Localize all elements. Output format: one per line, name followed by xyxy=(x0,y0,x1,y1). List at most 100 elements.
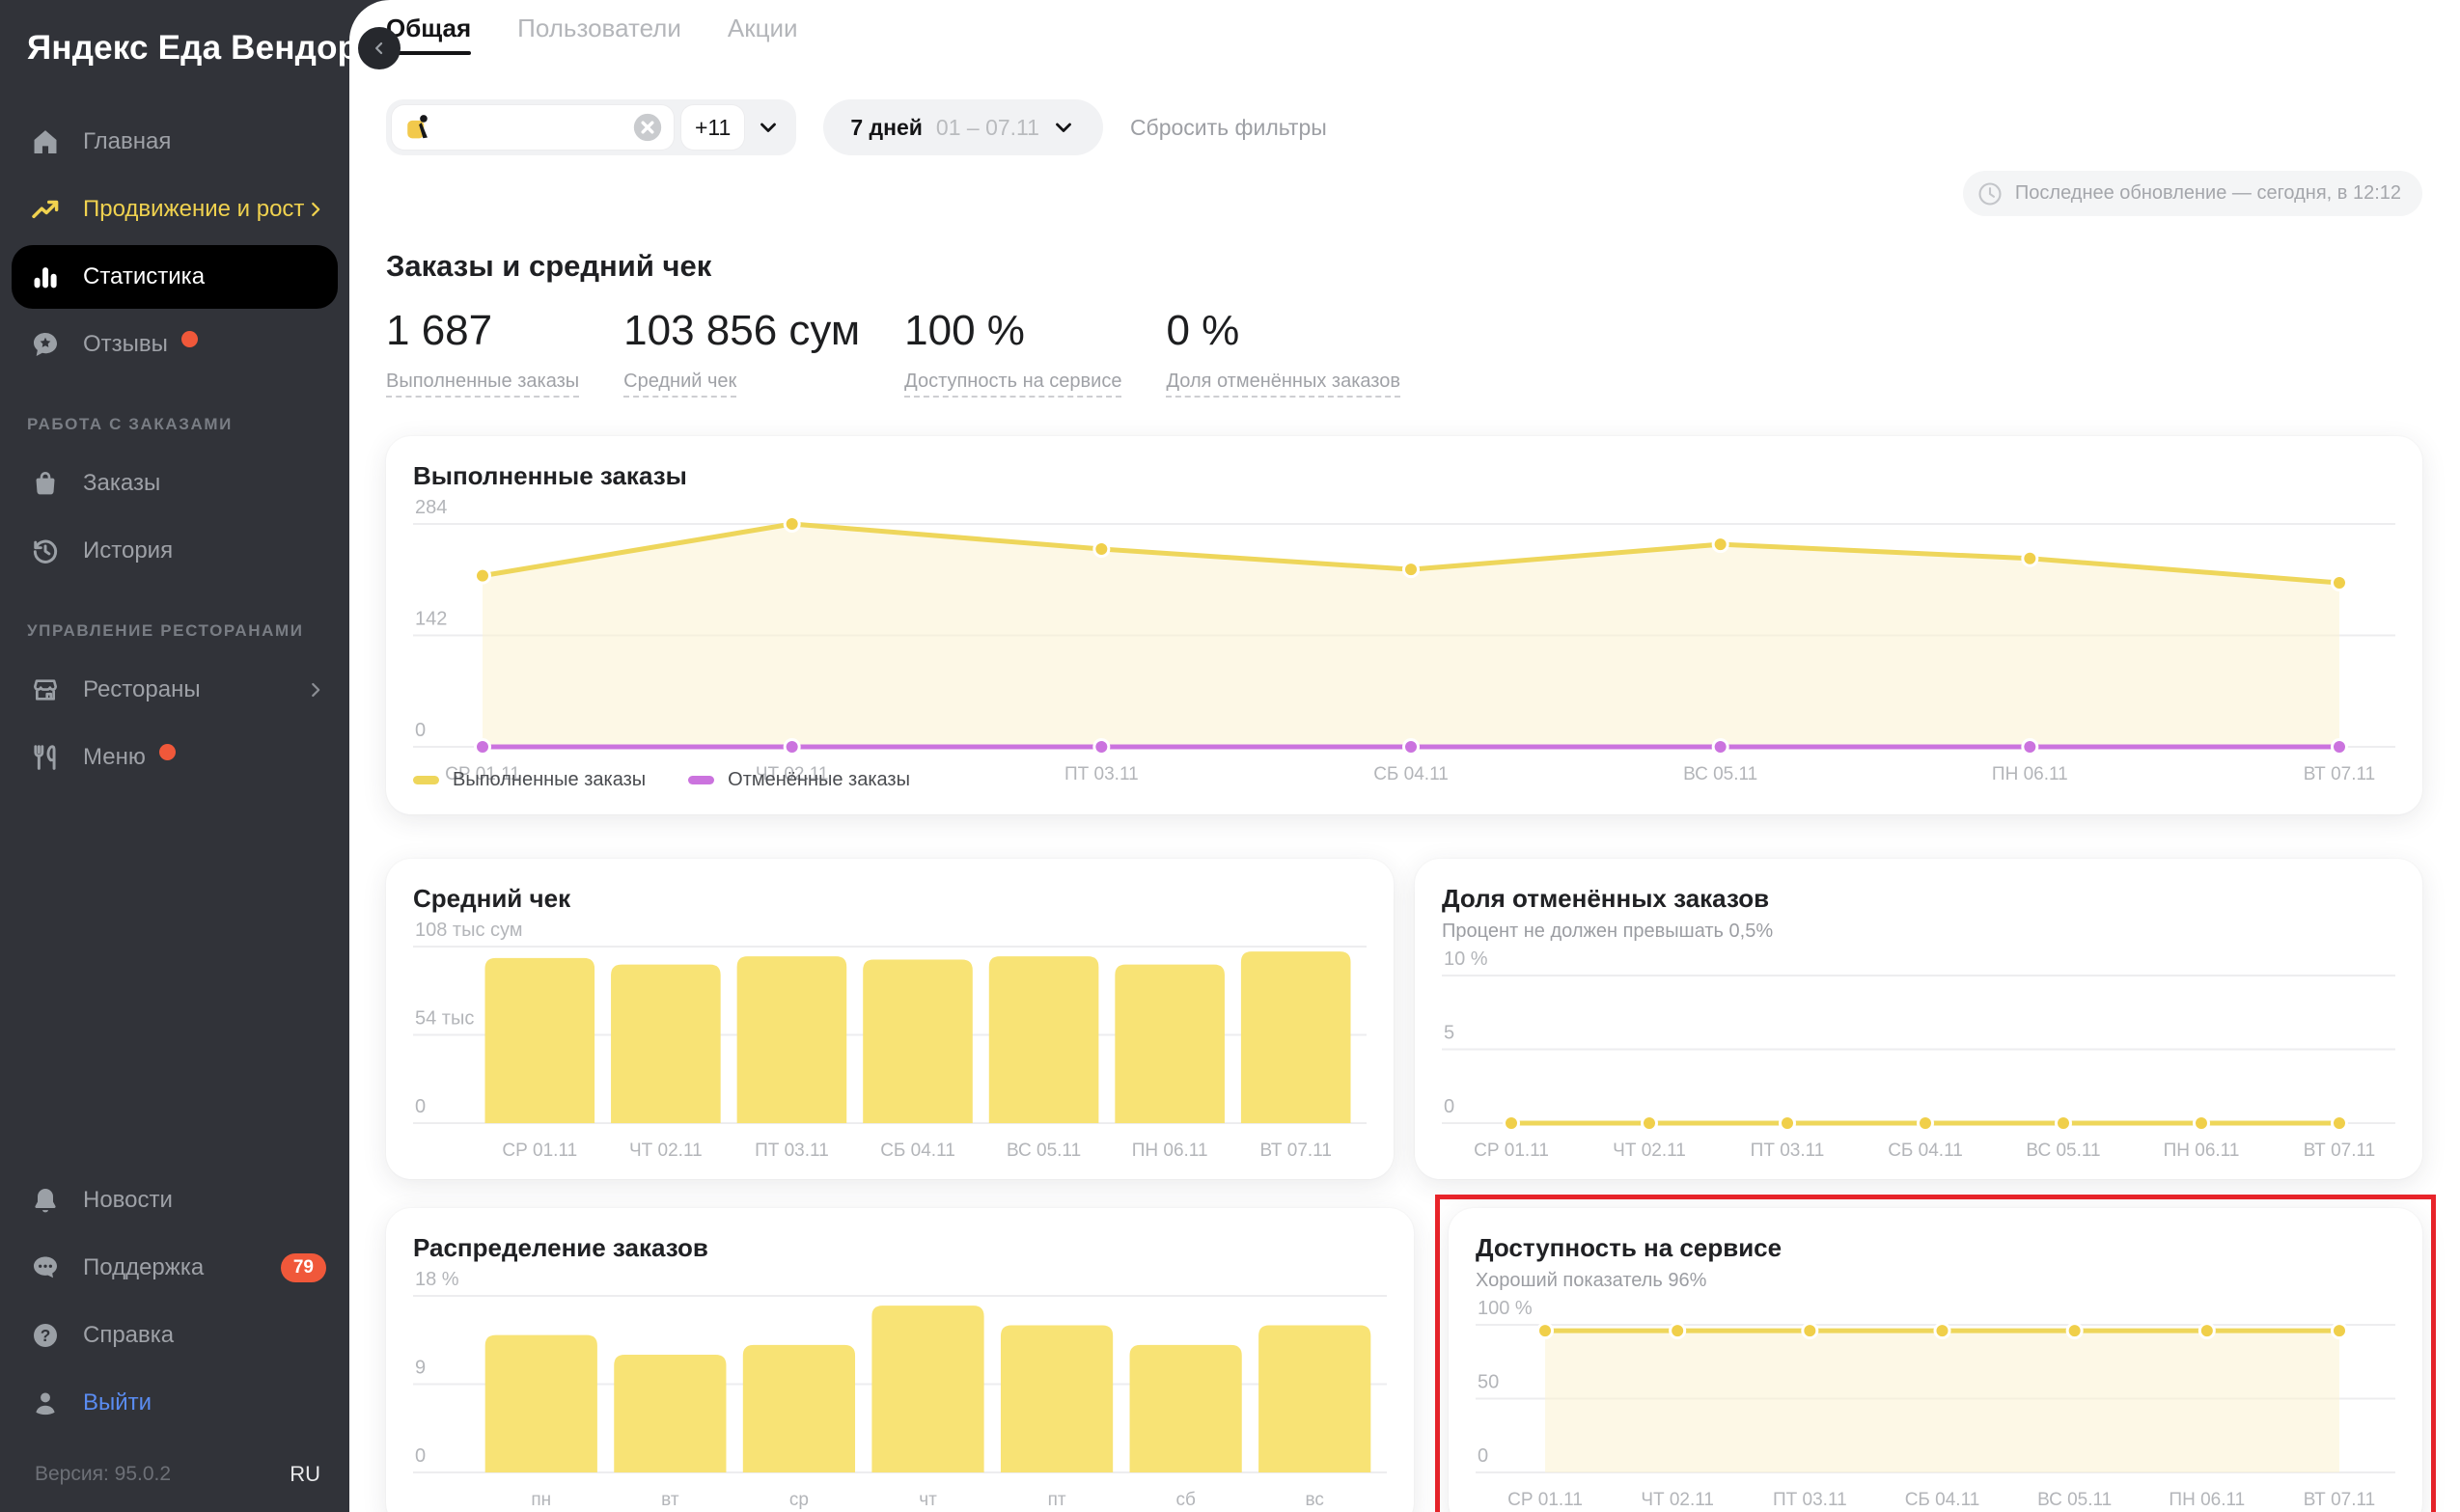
last-update-text: Последнее обновление — сегодня, в 12:12 xyxy=(2015,182,2401,205)
card-orders-distribution: Распределение заказов 18 %90пнвтсрчтптсб… xyxy=(386,1208,1414,1512)
chevron-right-icon xyxy=(305,199,326,220)
svg-text:СР 01.11: СР 01.11 xyxy=(1507,1490,1583,1510)
sidebar-item-support[interactable]: Поддержка79 xyxy=(0,1234,349,1302)
place-search-input[interactable] xyxy=(436,115,631,140)
period-filter[interactable]: 7 дней 01 – 07.11 xyxy=(823,99,1103,155)
support-count-badge: 79 xyxy=(281,1253,326,1282)
app-root: Яндекс Еда Вендор ГлавнаяПродвижение и р… xyxy=(0,0,2460,1512)
svg-text:вс: вс xyxy=(1306,1490,1324,1510)
svg-text:0: 0 xyxy=(415,1096,426,1117)
sidebar-item-trend[interactable]: Продвижение и рост xyxy=(0,176,349,243)
chart-legend: Выполненные заказыОтменённые заказы xyxy=(413,765,2395,799)
orders-icon xyxy=(29,467,62,500)
svg-text:СБ 04.11: СБ 04.11 xyxy=(1888,1141,1963,1161)
svg-text:54 тыс: 54 тыс xyxy=(415,1008,474,1030)
menu-icon xyxy=(29,741,62,774)
stat-value: 1 687 xyxy=(386,307,579,355)
sidebar-item-label: Продвижение и рост xyxy=(83,196,304,223)
card-title: Средний чек xyxy=(413,884,1367,914)
more-places-count[interactable]: +11 xyxy=(681,105,744,150)
svg-text:5: 5 xyxy=(1444,1023,1454,1044)
svg-text:ВС 05.11: ВС 05.11 xyxy=(2026,1141,2100,1161)
svg-text:108 тыс сум: 108 тыс сум xyxy=(415,920,523,941)
stat-label[interactable]: Доля отменённых заказов xyxy=(1166,371,1400,398)
legend-swatch xyxy=(413,776,439,784)
summary-stat-3: 0 %Доля отменённых заказов xyxy=(1166,307,1400,398)
svg-text:сб: сб xyxy=(1175,1490,1196,1510)
sidebar-item-user[interactable]: Выйти xyxy=(0,1369,349,1437)
sidebar-item-help[interactable]: ?Справка xyxy=(0,1302,349,1369)
sidebar-item-label: Отзывы xyxy=(83,331,168,358)
cards-row-2: Распределение заказов 18 %90пнвтсрчтптсб… xyxy=(386,1208,2422,1512)
svg-text:ВТ 07.11: ВТ 07.11 xyxy=(1259,1141,1331,1161)
stat-label[interactable]: Выполненные заказы xyxy=(386,371,579,398)
card-average-check: Средний чек 108 тыс сум 54 тыс 0 СР 01.11 ЧТ… xyxy=(386,859,1394,1179)
svg-text:ЧТ 02.11: ЧТ 02.11 xyxy=(1641,1490,1714,1510)
sidebar-item-reviews[interactable]: Отзывы xyxy=(0,311,349,378)
sidebar-nav: Главная Продвижение и рост Статистика Отзыв… xyxy=(0,108,349,1437)
legend-label: Отменённые заказы xyxy=(728,769,910,791)
stat-value: 100 % xyxy=(904,307,1121,355)
sidebar-item-history[interactable]: История xyxy=(0,517,349,585)
help-icon: ? xyxy=(29,1319,62,1352)
news-icon xyxy=(29,1184,62,1217)
summary-stats: 1 687 Выполненные заказы 103 856 сумСредни… xyxy=(386,307,2422,398)
card-title: Доля отменённых заказов xyxy=(1442,884,2395,914)
svg-text:ВС 05.11: ВС 05.11 xyxy=(2037,1490,2112,1510)
svg-text:СБ 04.11: СБ 04.11 xyxy=(880,1141,955,1161)
reset-filters-button[interactable]: Сбросить фильтры xyxy=(1130,115,1327,141)
service-availability-svg: 100 %500СР 01.11ЧТ 02.11ПТ 03.11СБ 04.11… xyxy=(1476,1292,2395,1512)
orders-distribution-svg: 18 %90пнвтсрчтптсбвс xyxy=(413,1263,1387,1512)
summary-stat-0: 1 687 Выполненные заказы xyxy=(386,307,579,398)
user-icon xyxy=(29,1387,62,1419)
svg-text:ЧТ 02.11: ЧТ 02.11 xyxy=(629,1141,703,1161)
sidebar-item-restaurants[interactable]: Рестораны xyxy=(0,656,349,724)
period-range: 01 – 07.11 xyxy=(936,115,1039,141)
sidebar-section-header: УПРАВЛЕНИЕ РЕСТОРАНАМИ xyxy=(0,585,349,656)
svg-text:ВС 05.11: ВС 05.11 xyxy=(1007,1141,1081,1161)
sidebar-item-label: Рестораны xyxy=(83,676,201,703)
sidebar-item-label: Главная xyxy=(83,128,171,155)
sidebar-item-news[interactable]: Новости xyxy=(0,1167,349,1234)
svg-text:284: 284 xyxy=(415,497,447,518)
support-icon xyxy=(29,1251,62,1284)
completed-orders-chart: 2841420СР 01.11ЧТ 02.11ПТ 03.11СБ 04.11В… xyxy=(413,491,2395,765)
svg-text:ПН 06.11: ПН 06.11 xyxy=(2169,1490,2245,1510)
tab-акции[interactable]: Акции xyxy=(728,14,798,61)
place-select[interactable] xyxy=(392,105,674,150)
card-service-availability: Доступность на сервисе Хороший показател… xyxy=(1449,1208,2422,1512)
summary-stat-1: 103 856 сумСредний чек xyxy=(623,307,860,398)
clear-place-button[interactable] xyxy=(631,111,664,144)
version-label: Версия: 95.0.2 xyxy=(35,1463,171,1486)
legend-swatch xyxy=(688,776,714,784)
sidebar: Яндекс Еда Вендор ГлавнаяПродвижение и р… xyxy=(0,0,349,1512)
notification-dot xyxy=(159,744,176,760)
stat-label[interactable]: Доступность на сервисе xyxy=(904,371,1121,398)
places-chevron-down-icon[interactable] xyxy=(756,115,781,140)
svg-text:СР 01.11: СР 01.11 xyxy=(1474,1141,1549,1161)
sidebar-collapse-button[interactable] xyxy=(358,27,401,69)
svg-text:0: 0 xyxy=(1478,1445,1488,1467)
language-switch[interactable]: RU xyxy=(290,1462,320,1487)
service-availability-chart: 100 %500СР 01.11ЧТ 02.11ПТ 03.11СБ 04.11… xyxy=(1476,1292,2395,1512)
update-row: Последнее обновление — сегодня, в 12:12 xyxy=(386,171,2422,216)
sidebar-item-orders[interactable]: Заказы xyxy=(0,450,349,517)
trend-icon xyxy=(29,193,62,226)
card-title: Распределение заказов xyxy=(413,1233,1387,1263)
svg-text:СР 01.11: СР 01.11 xyxy=(502,1141,577,1161)
sidebar-item-stats[interactable]: Статистика xyxy=(12,245,338,309)
history-icon xyxy=(29,535,62,567)
sidebar-item-home[interactable]: Главная xyxy=(0,108,349,176)
stat-label[interactable]: Средний чек xyxy=(623,371,736,398)
tab-пользователи[interactable]: Пользователи xyxy=(517,14,681,61)
card-cancelled-share: Доля отменённых заказов Процент не долже… xyxy=(1415,859,2422,1179)
restaurants-icon xyxy=(29,674,62,706)
svg-text:ПТ 03.11: ПТ 03.11 xyxy=(1773,1490,1847,1510)
chevron-right-icon xyxy=(305,679,326,701)
completed-orders-svg: 2841420СР 01.11ЧТ 02.11ПТ 03.11СБ 04.11В… xyxy=(413,491,2395,787)
svg-text:ПН 06.11: ПН 06.11 xyxy=(1132,1141,1208,1161)
sidebar-item-menu[interactable]: Меню xyxy=(0,724,349,791)
clock-icon xyxy=(1976,180,2004,207)
cancelled-share-svg: 10 %50СР 01.11ЧТ 02.11ПТ 03.11СБ 04.11ВС… xyxy=(1442,943,2395,1164)
average-check-svg: 108 тыс сум54 тыс0СР 01.11ЧТ 02.11ПТ 03.… xyxy=(413,914,1367,1164)
